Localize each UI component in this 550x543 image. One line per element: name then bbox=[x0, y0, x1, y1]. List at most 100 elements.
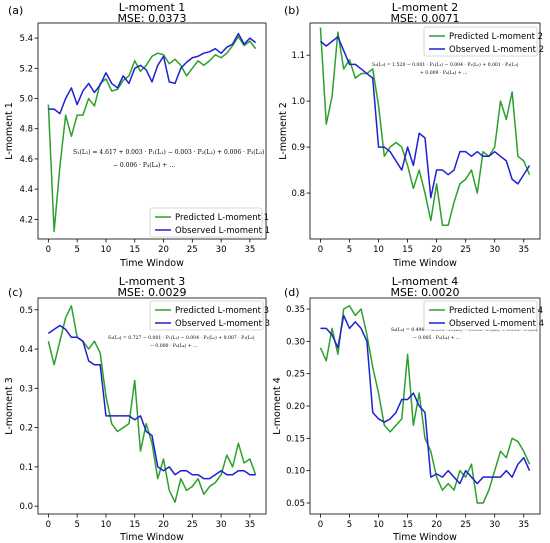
panel-b-title: L-moment 2 bbox=[392, 1, 459, 14]
panel-d-xlabel: Time Window bbox=[392, 532, 457, 543]
panel-d-legend-box bbox=[423, 300, 538, 331]
observed-series-line bbox=[319, 36, 531, 199]
panel-a-equation-line-2: − 0.006 · P₄(L₄) + … bbox=[113, 162, 175, 169]
y-tick-label: 0.5 bbox=[19, 306, 33, 316]
panel-d-equation-line-2: − 0.005 · P₄(L₄) + … bbox=[413, 334, 461, 341]
y-tick-label: 0.9 bbox=[291, 143, 305, 153]
panel-a-frame bbox=[37, 22, 267, 240]
predicted-series-line bbox=[319, 305, 531, 504]
panel-a-ylabel: L-moment 1 bbox=[4, 102, 15, 160]
x-tick-label: 0 bbox=[46, 245, 51, 255]
x-tick-label: 5 bbox=[347, 520, 352, 530]
predicted-series-line bbox=[319, 27, 531, 226]
x-tick-label: 25 bbox=[187, 245, 198, 255]
y-tick-label: 4.2 bbox=[19, 215, 33, 225]
x-tick-label: 15 bbox=[402, 520, 413, 530]
y-tick-label: 0.15 bbox=[286, 434, 305, 444]
panel-a-equation-line-1: S₁(L₁) = 4.617 + 0.003 · P₁(L₁) − 0.003 … bbox=[73, 149, 264, 156]
panel-a-xlabel: Time Window bbox=[119, 258, 184, 269]
x-tick-label: 35 bbox=[244, 245, 255, 255]
panel-d-ylabel: L-moment 4 bbox=[272, 377, 283, 435]
panel-c: (c) L-moment 3 MSE: 0.0029 Time Window L… bbox=[4, 275, 270, 543]
panel-b-frame bbox=[309, 22, 541, 240]
y-tick-label: 5.0 bbox=[19, 95, 33, 105]
panel-c-yticks: 0.0 0.1 0.2 0.3 0.4 0.5 bbox=[19, 306, 38, 512]
x-tick-label: 30 bbox=[216, 245, 227, 255]
panel-b-equation-line-1: S₂(L₂) = 1.520 − 0.001 · P₁(L₁) − 0.004 … bbox=[372, 61, 519, 68]
x-tick-label: 30 bbox=[216, 520, 227, 530]
panel-d-xticks: 0 5 10 15 20 25 30 35 bbox=[318, 514, 529, 530]
panel-c-title: L-moment 3 bbox=[119, 275, 186, 288]
panel-d-plot bbox=[319, 305, 531, 504]
x-tick-label: 20 bbox=[158, 245, 169, 255]
panel-d-title: L-moment 4 bbox=[392, 275, 459, 288]
panel-d-label: (d) bbox=[284, 286, 300, 299]
panel-a-subtitle: MSE: 0.0373 bbox=[117, 12, 186, 25]
y-tick-label: 0.10 bbox=[286, 467, 305, 477]
y-tick-label: 0.20 bbox=[286, 402, 305, 412]
panel-b-ylabel: L-moment 2 bbox=[278, 102, 289, 160]
x-tick-label: 5 bbox=[74, 520, 79, 530]
x-tick-label: 20 bbox=[431, 245, 442, 255]
panel-a-plot bbox=[47, 32, 257, 233]
panel-a-legend-box bbox=[149, 207, 263, 238]
panel-d-subtitle: MSE: 0.0020 bbox=[390, 286, 459, 299]
x-tick-label: 10 bbox=[101, 245, 112, 255]
panel-b-legend: Predicted L-moment 2 Observed L-moment 2 bbox=[423, 26, 544, 57]
x-tick-label: 10 bbox=[373, 520, 384, 530]
panel-a: (a) L-moment 1 MSE: 0.0373 Time Window L… bbox=[4, 1, 270, 269]
panel-d: (d) L-moment 4 MSE: 0.0020 Time Window L… bbox=[272, 275, 544, 543]
panel-a-title: L-moment 1 bbox=[119, 1, 186, 14]
panel-c-subtitle: MSE: 0.0029 bbox=[117, 286, 186, 299]
legend-observed-label: Observed L-moment 4 bbox=[449, 319, 544, 329]
y-tick-label: 5.2 bbox=[19, 64, 33, 74]
legend-predicted-label: Predicted L-moment 2 bbox=[449, 32, 543, 42]
panel-a-label: (a) bbox=[8, 4, 23, 17]
panel-c-xticks: 0 5 10 15 20 25 30 35 bbox=[46, 514, 255, 530]
legend-observed-label: Observed L-moment 2 bbox=[449, 45, 544, 55]
y-tick-label: 4.4 bbox=[19, 185, 33, 195]
x-tick-label: 0 bbox=[46, 520, 51, 530]
panel-c-legend: Predicted L-moment 3 Observed L-moment 3 bbox=[149, 300, 270, 331]
y-tick-label: 5.4 bbox=[19, 34, 33, 44]
x-tick-label: 30 bbox=[489, 245, 500, 255]
y-tick-label: 1.1 bbox=[291, 51, 305, 61]
legend-observed-label: Observed L-moment 1 bbox=[175, 226, 270, 236]
panel-a-legend: Predicted L-moment 1 Observed L-moment 1 bbox=[149, 207, 270, 238]
y-tick-label: 0.05 bbox=[286, 499, 305, 509]
observed-series-line bbox=[47, 324, 256, 480]
x-tick-label: 0 bbox=[318, 520, 323, 530]
x-tick-label: 5 bbox=[347, 245, 352, 255]
panel-b-xticks: 0 5 10 15 20 25 30 35 bbox=[318, 239, 529, 255]
panel-c-frame bbox=[37, 297, 267, 515]
panel-b-label: (b) bbox=[284, 4, 300, 17]
observed-series-line bbox=[48, 32, 257, 115]
y-tick-label: 0.1 bbox=[19, 463, 33, 473]
panel-c-legend-box bbox=[149, 300, 264, 331]
y-tick-label: 0.4 bbox=[19, 345, 33, 355]
y-tick-label: 0.3 bbox=[19, 384, 33, 394]
x-tick-label: 25 bbox=[460, 245, 471, 255]
y-tick-label: 4.6 bbox=[19, 155, 33, 165]
panel-c-ylabel: L-moment 3 bbox=[4, 377, 15, 435]
x-tick-label: 30 bbox=[489, 520, 500, 530]
observed-series-line bbox=[320, 314, 531, 485]
panel-a-xticks: 0 5 10 15 20 25 30 35 bbox=[46, 239, 255, 255]
x-tick-label: 35 bbox=[244, 520, 255, 530]
predicted-series-line bbox=[47, 35, 257, 233]
legend-predicted-label: Predicted L-moment 1 bbox=[175, 213, 269, 223]
y-tick-label: 0.25 bbox=[286, 370, 305, 380]
panel-c-equation-line-2: − 0.000 · P₄(L₄) + … bbox=[150, 342, 198, 349]
legend-predicted-label: Predicted L-moment 3 bbox=[175, 306, 269, 316]
x-tick-label: 25 bbox=[460, 520, 471, 530]
panel-b-legend-box bbox=[423, 26, 538, 57]
x-tick-label: 15 bbox=[129, 245, 140, 255]
y-tick-label: 0.2 bbox=[19, 424, 33, 434]
y-tick-label: 4.8 bbox=[19, 125, 33, 135]
panel-b-plot bbox=[319, 27, 531, 226]
panel-b-xlabel: Time Window bbox=[392, 258, 457, 269]
y-tick-label: 0.0 bbox=[19, 502, 33, 512]
x-tick-label: 25 bbox=[187, 520, 198, 530]
legend-observed-label: Observed L-moment 3 bbox=[175, 319, 270, 329]
